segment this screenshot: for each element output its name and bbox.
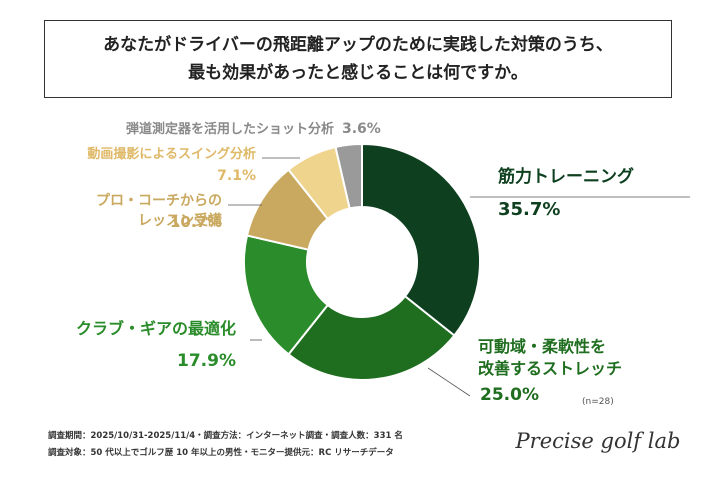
donut-slice (334, 142, 363, 210)
value-label: 10.7% (170, 213, 222, 231)
category-label: 動画撮影によるスイング分析 (87, 146, 256, 162)
footnote: 調査対象：50 代以上でゴルフ歴 10 年以上の男性・モニター提供元：RC リサ… (48, 447, 394, 458)
category-label: クラブ・ギアの最適化 (76, 319, 236, 338)
chart-title: あなたがドライバーの飛距離アップのために実践した対策のうち、 最も効果があったと… (44, 20, 672, 98)
value-label: 17.9% (177, 351, 236, 371)
donut-slice (287, 294, 456, 381)
brand-logo: Precise golf lab (515, 429, 681, 453)
sample-note: (n=28) (582, 397, 614, 407)
category-label: 筋力トレーニング (497, 166, 634, 187)
value-label: 25.0% (480, 385, 539, 405)
category-label: 弾道測定器を活用したショット分析 (126, 121, 334, 137)
value-label: 3.6% (342, 121, 381, 137)
category-label: 可動域・柔軟性を改善するストレッチ (478, 337, 622, 378)
value-label: 7.1% (217, 168, 256, 184)
value-label: 35.7% (498, 199, 560, 220)
leader-line (427, 367, 471, 397)
footnote: 調査期間：2025/10/31-2025/11/4・調査方法：インターネット調査… (48, 430, 403, 441)
category-label: プロ・コーチからのレッスン受講 (96, 193, 222, 229)
donut-slice (361, 142, 481, 337)
